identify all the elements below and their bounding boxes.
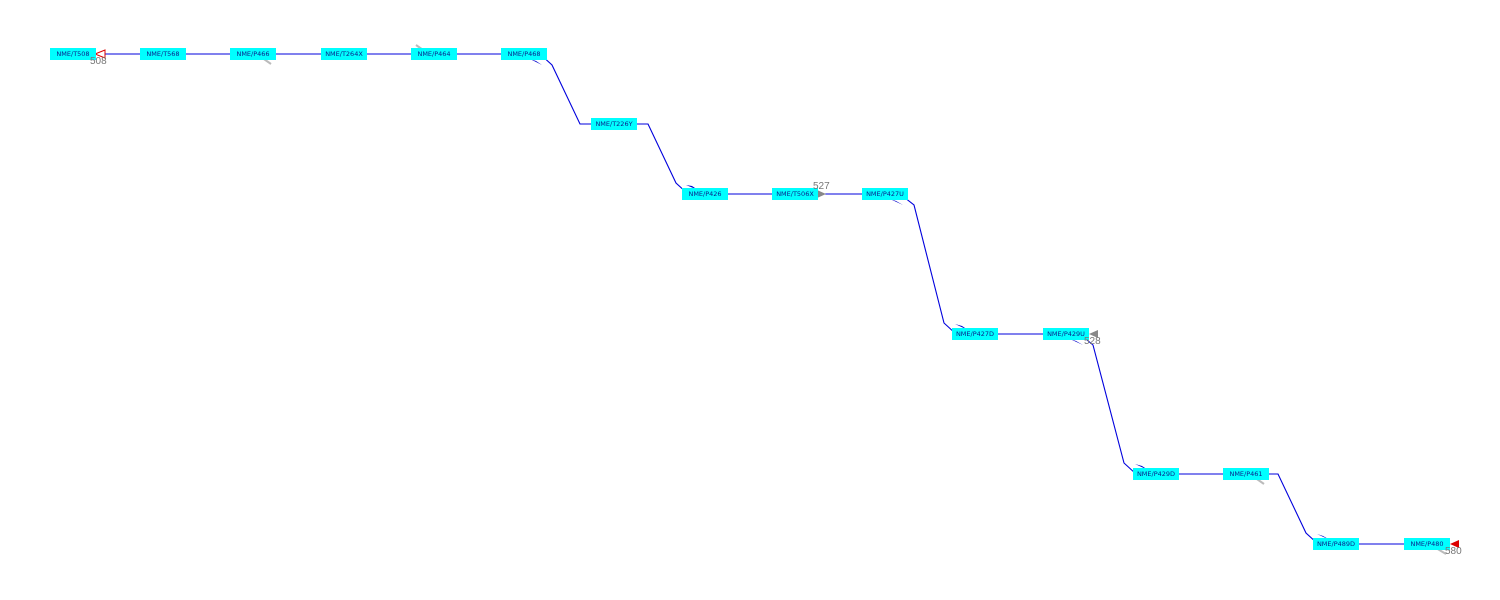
blue-wedge-mark (1070, 339, 1083, 345)
node-nme-t506x[interactable]: NME/T506X (772, 188, 818, 200)
node-nme-p480[interactable]: NME/P480 (1404, 538, 1450, 550)
node-nme-p464[interactable]: NME/P464 (411, 48, 457, 60)
node-nme-p468[interactable]: NME/P468 (501, 48, 547, 60)
node-nme-t508[interactable]: NME/T508 (50, 48, 96, 60)
node-nme-p461[interactable]: NME/P461 (1223, 468, 1269, 480)
red-triangle-icon[interactable] (1450, 540, 1459, 548)
blue-wedge-mark (890, 199, 903, 205)
node-nme-t226y[interactable]: NME/T226Y (591, 118, 637, 130)
node-nme-p427d[interactable]: NME/P427D (952, 328, 998, 340)
node-nme-t264x[interactable]: NME/T264X (321, 48, 367, 60)
node-nme-p429d[interactable]: NME/P429D (1133, 468, 1179, 480)
node-nme-p427u[interactable]: NME/P427U (862, 188, 908, 200)
marker-label-508: 508 (90, 56, 107, 67)
node-nme-t568[interactable]: NME/T568 (140, 48, 186, 60)
node-nme-p466[interactable]: NME/P466 (230, 48, 276, 60)
node-nme-p489d[interactable]: NME/P489D (1313, 538, 1359, 550)
blue-wedge-mark (530, 59, 542, 65)
marker-label-527: 527 (813, 181, 830, 192)
route-line (100, 53, 1450, 545)
node-nme-p426[interactable]: NME/P426 (682, 188, 728, 200)
marker-label-528: 528 (1084, 336, 1101, 347)
grey-triangle-icon[interactable] (817, 190, 826, 198)
marker-label-580: 580 (1445, 546, 1462, 557)
red-open-triangle-icon[interactable] (93, 49, 106, 59)
grey-triangle-icon[interactable] (1089, 330, 1098, 338)
node-nme-p429u[interactable]: NME/P429U (1043, 328, 1089, 340)
